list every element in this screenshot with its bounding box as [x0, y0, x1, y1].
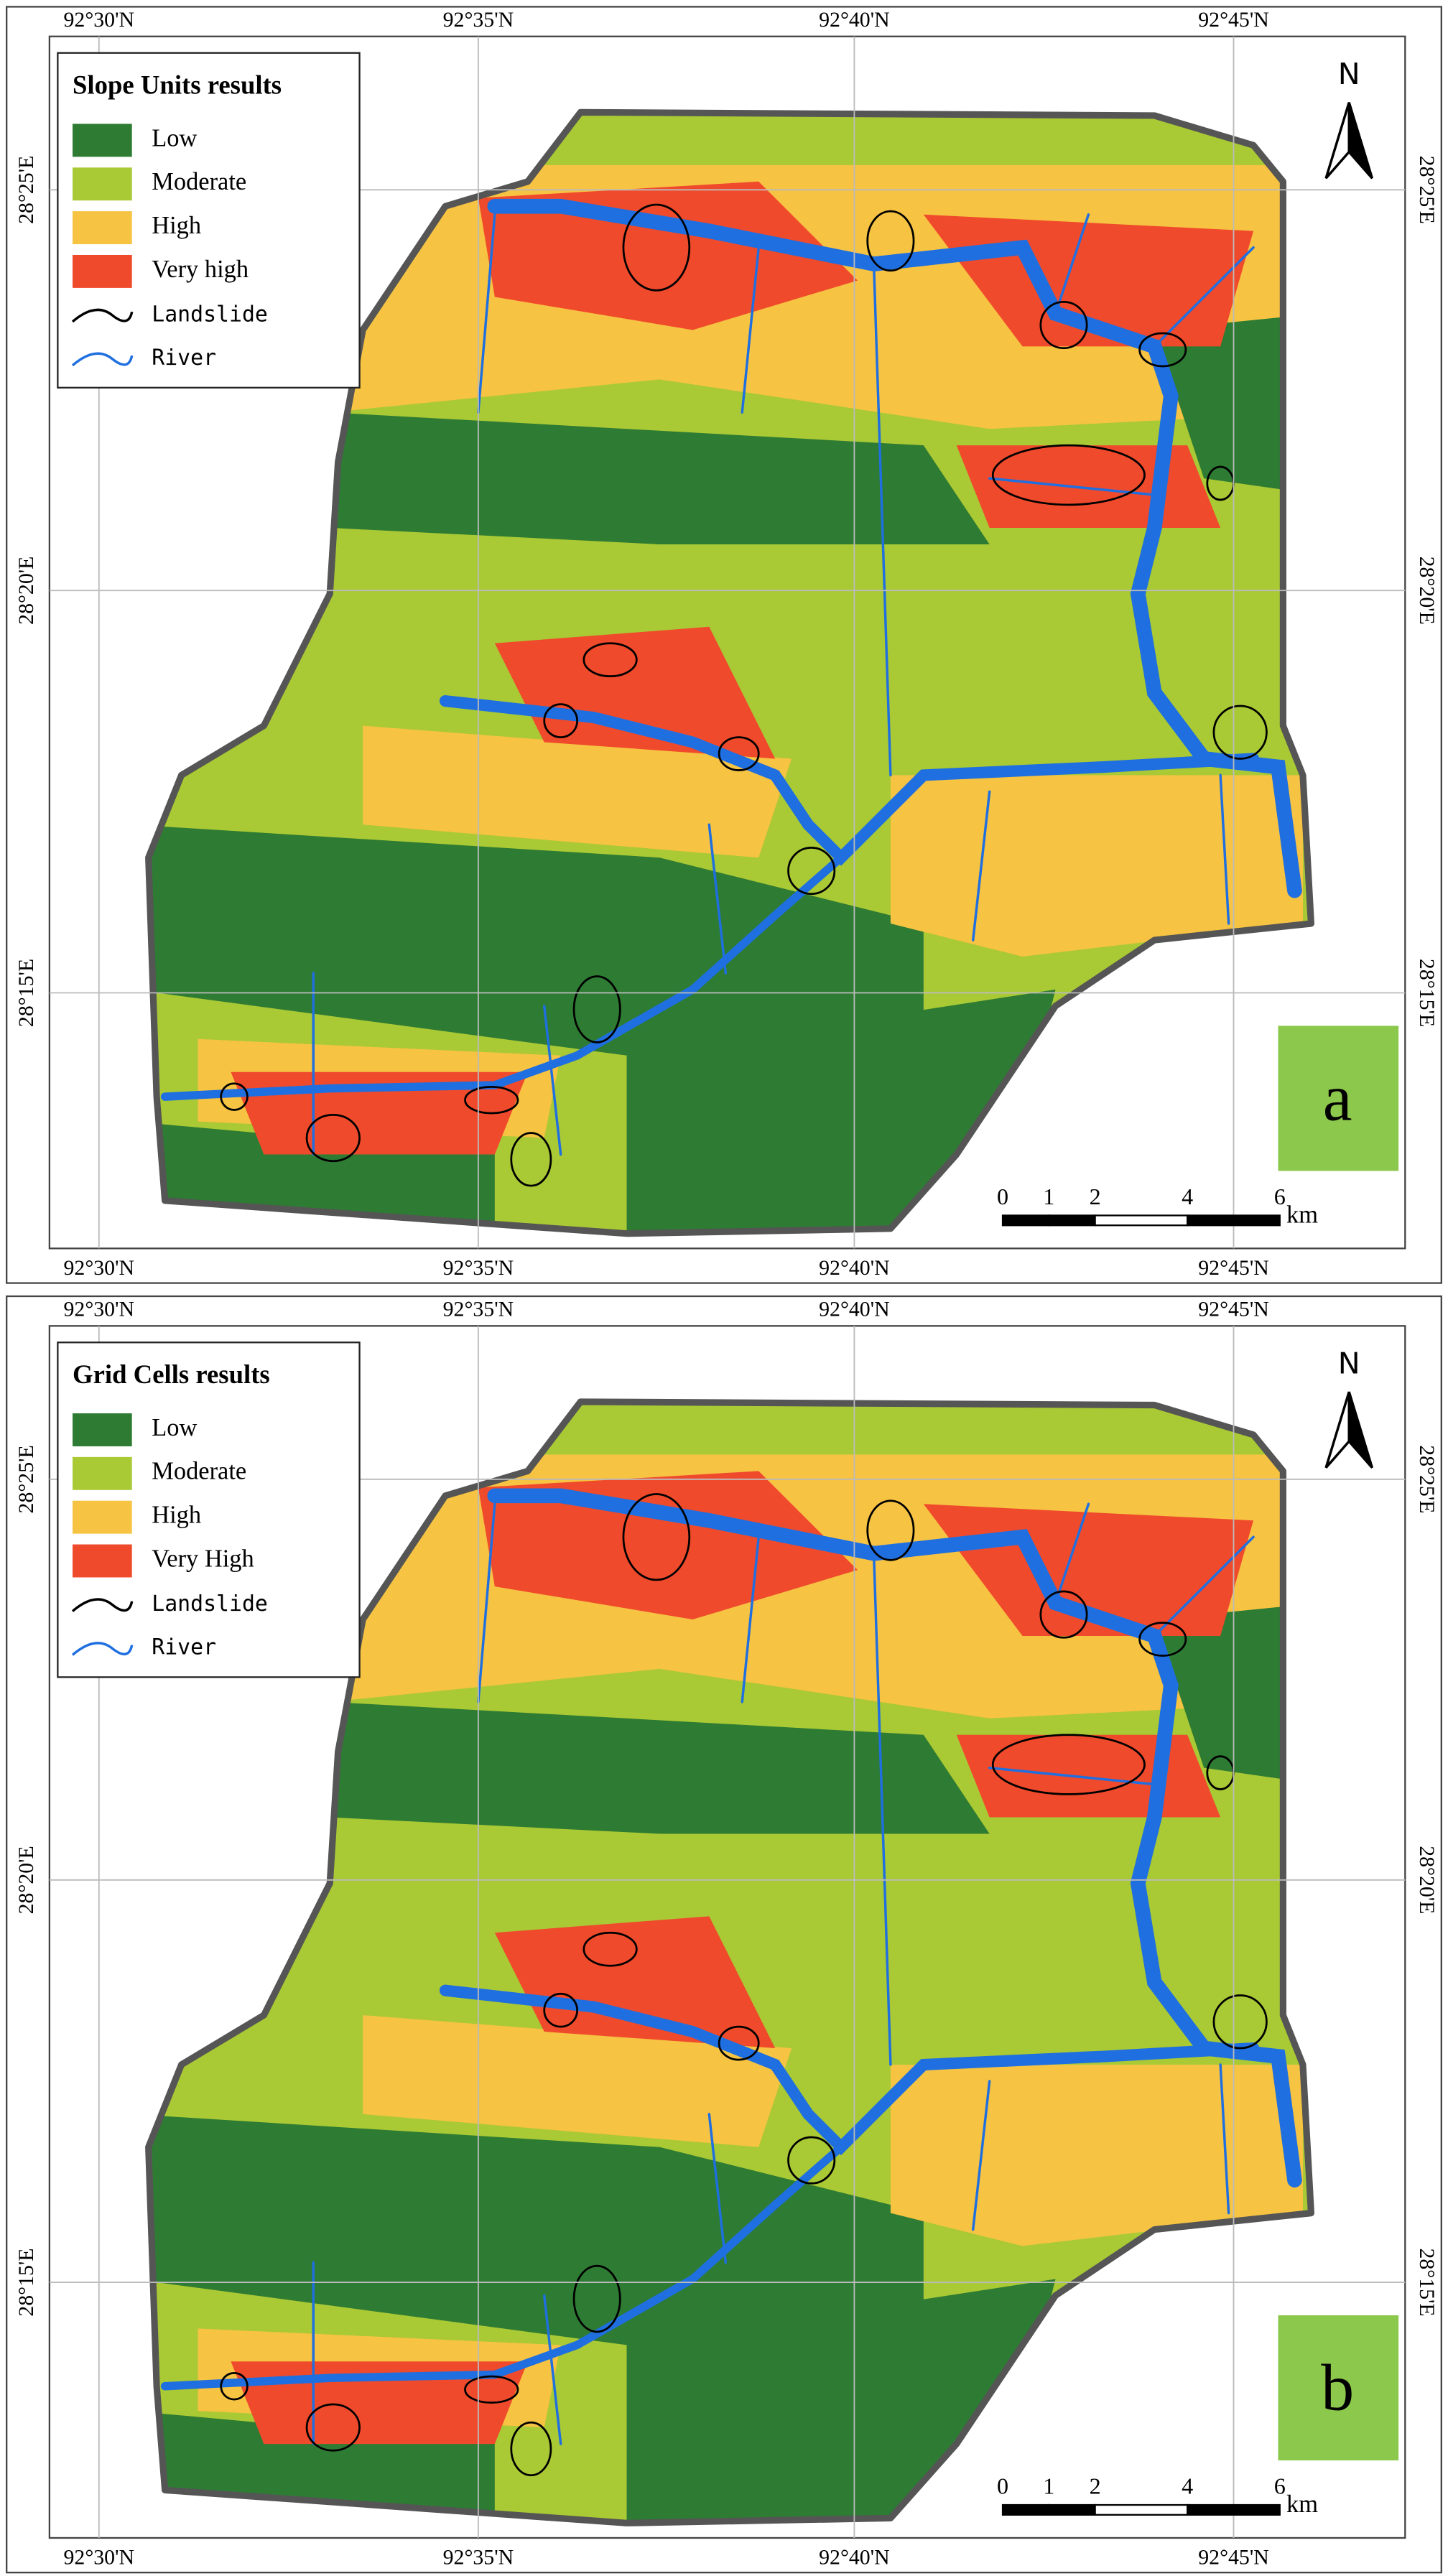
scale-segment: [1094, 1214, 1189, 1227]
scale-label: 1: [1043, 1184, 1054, 1209]
scale-unit: km: [1286, 1201, 1318, 1229]
scale-label: 2: [1090, 1184, 1101, 1209]
scale-label: 0: [997, 2473, 1008, 2498]
bottom-label: 92°40'N: [819, 2546, 890, 2570]
legend-title: Slope Units results: [73, 70, 282, 99]
top-label: 92°35'N: [443, 8, 514, 32]
legend-swatch: [73, 1500, 132, 1534]
legend-label: Low: [152, 124, 197, 152]
scale-label: 4: [1182, 2473, 1193, 2498]
legend-title: Grid Cells results: [73, 1359, 270, 1389]
panel-label-box: [1278, 1026, 1399, 1171]
north-arrow: [1347, 1391, 1374, 1469]
legend-swatch: [73, 1544, 132, 1578]
panel-label: a: [1323, 1061, 1352, 1135]
legend-swatch: [73, 167, 132, 201]
top-label: 92°35'N: [443, 1297, 514, 1321]
legend-swatch: [73, 1456, 132, 1490]
top-label: 92°45'N: [1198, 1297, 1269, 1321]
legend-label: Moderate: [152, 168, 246, 195]
scale-label: 2: [1090, 2473, 1101, 2498]
scale-label: 4: [1182, 1184, 1193, 1209]
bottom-label: 92°35'N: [443, 1256, 514, 1280]
bottom-label: 92°30'N: [64, 1256, 134, 1280]
panel-label-box: [1278, 2315, 1399, 2461]
scale-label: 1: [1043, 2473, 1054, 2498]
left-label: 28°25'E: [14, 1445, 38, 1513]
legend-label: High: [152, 212, 201, 239]
left-label: 28°15'E: [14, 2248, 38, 2316]
scale-label: 6: [1274, 1184, 1286, 1209]
legend-swatch: [73, 1413, 132, 1446]
left-label: 28°15'E: [14, 959, 38, 1027]
left-label: 28°25'E: [14, 156, 38, 224]
legend-label: Moderate: [152, 1458, 246, 1485]
top-label: 92°30'N: [64, 1297, 134, 1321]
right-label: 28°15'E: [1415, 959, 1439, 1027]
bottom-label: 92°45'N: [1198, 2546, 1269, 2570]
top-label: 92°40'N: [819, 1297, 890, 1321]
scale-segment: [1187, 2503, 1281, 2516]
right-label: 28°25'E: [1415, 156, 1439, 224]
legend-label: River: [152, 345, 216, 371]
north-arrow: [1347, 102, 1374, 180]
top-label: 92°30'N: [64, 8, 134, 32]
scale-segment: [1001, 2503, 1050, 2516]
scale-segment: [1048, 1214, 1096, 1227]
scale-segment: [1094, 2503, 1189, 2516]
legend-label: High: [152, 1502, 201, 1529]
map-panel: 92°30'N 92°35'N 92°40'N 92°45'N 92°30'N 92°35…: [0, 0, 1448, 1290]
legend-label: Very high: [152, 256, 249, 283]
legend-swatch: [73, 124, 132, 157]
legend-line: [71, 352, 134, 367]
right-label: 28°25'E: [1415, 1445, 1439, 1513]
right-label: 28°20'E: [1415, 557, 1439, 625]
bottom-label: 92°35'N: [443, 2546, 514, 2570]
legend-label: Landslide: [152, 302, 268, 327]
scale-segment: [1048, 2503, 1096, 2516]
north-label: N: [1338, 1346, 1360, 1380]
scale-segment: [1187, 1214, 1281, 1227]
legend-label: Low: [152, 1414, 197, 1441]
legend-label: River: [152, 1635, 216, 1660]
legend-swatch: [73, 211, 132, 245]
top-label: 92°45'N: [1198, 8, 1269, 32]
scale-unit: km: [1286, 2491, 1318, 2518]
right-label: 28°20'E: [1415, 1846, 1439, 1914]
legend-label: Landslide: [152, 1591, 268, 1617]
scale-label: 0: [997, 1184, 1008, 1209]
bottom-label: 92°45'N: [1198, 1256, 1269, 1280]
north-label: N: [1338, 57, 1360, 91]
legend-label: Very High: [152, 1545, 254, 1572]
legend-line: [71, 1598, 134, 1612]
map-panel: 92°30'N 92°35'N 92°40'N 92°45'N 92°30'N 92°35…: [0, 1290, 1448, 2576]
panel-label: b: [1321, 2351, 1354, 2424]
bottom-label: 92°40'N: [819, 1256, 890, 1280]
left-label: 28°20'E: [14, 1846, 38, 1914]
top-label: 92°40'N: [819, 8, 890, 32]
bottom-label: 92°30'N: [64, 2546, 134, 2570]
right-label: 28°15'E: [1415, 2248, 1439, 2316]
left-label: 28°20'E: [14, 557, 38, 625]
legend-line: [71, 1642, 134, 1656]
legend-line: [71, 308, 134, 323]
legend-swatch: [73, 254, 132, 288]
scale-label: 6: [1274, 2473, 1286, 2498]
scale-segment: [1001, 1214, 1050, 1227]
